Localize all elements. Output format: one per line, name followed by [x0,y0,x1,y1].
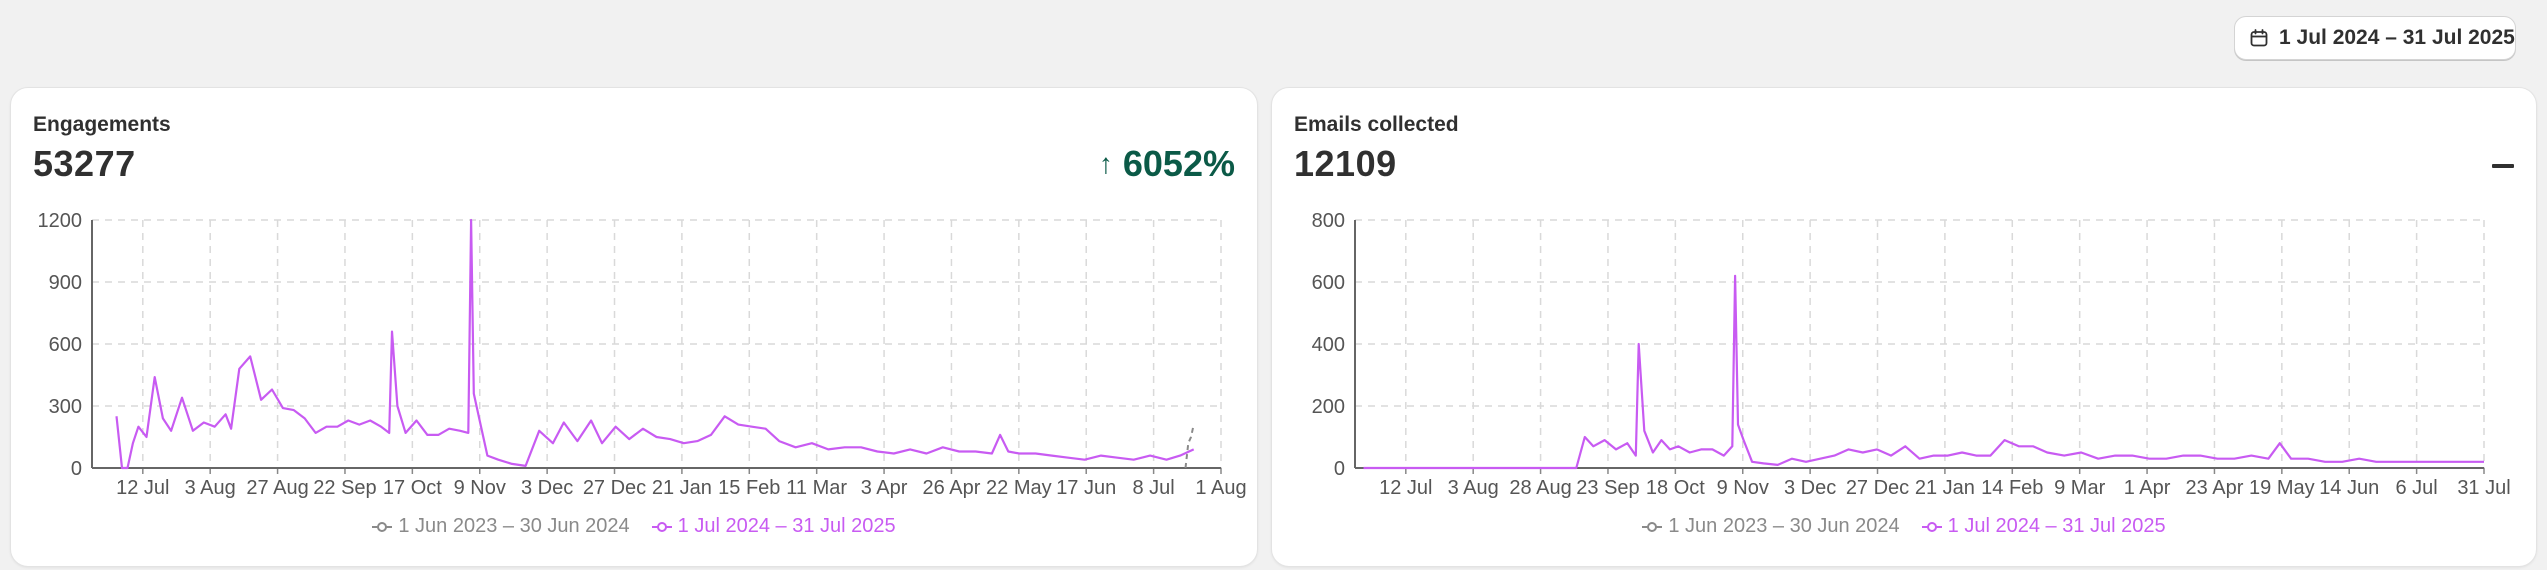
x-tick-label: 26 Apr [923,477,981,499]
calendar-icon [2250,29,2268,47]
x-tick-label: 22 Sep [313,477,376,499]
x-tick-label: 14 Feb [1981,477,2043,499]
x-tick-label: 3 Apr [861,477,908,499]
card-title: Engagements [33,113,171,136]
legend-item-current[interactable]: 1 Jul 2024 – 31 Jul 2025 [1921,515,2166,538]
x-tick-label: 12 Jul [1379,477,1432,499]
y-tick-label: 800 [1312,210,1345,232]
chart-legend: 1 Jun 2023 – 30 Jun 2024 1 Jul 2024 – 31… [1272,515,2536,538]
x-tick-label: 1 Apr [2124,477,2171,499]
y-tick-label: 600 [1312,272,1345,294]
emails-collected-card: Emails collected 12109 0 200 400 600 800 12 J… [1271,87,2537,567]
change-indicator: ↑ 6052% [1099,143,1235,185]
y-tick-label: 0 [71,458,82,480]
x-tick-label: 8 Jul [1132,477,1174,499]
x-tick-label: 6 Jul [2395,477,2437,499]
x-tick-label: 3 Dec [521,477,573,499]
y-tick-label: 300 [49,396,82,418]
x-tick-label: 23 Apr [2186,477,2244,499]
x-tick-label: 12 Jul [116,477,169,499]
legend-marker-icon [372,521,393,532]
change-value: 6052% [1122,143,1235,184]
x-tick-label: 1 Aug [1195,477,1246,499]
legend-label: 1 Jun 2023 – 30 Jun 2024 [1668,515,1900,537]
legend-marker-icon [651,521,672,532]
x-tick-label: 27 Aug [246,477,308,499]
x-tick-label: 21 Jan [652,477,712,499]
x-tick-label: 9 Mar [2054,477,2105,499]
x-tick-label: 23 Sep [1576,477,1639,499]
x-tick-label: 9 Nov [1717,477,1769,499]
x-tick-label: 21 Jan [1915,477,1975,499]
x-tick-label: 19 May [2249,477,2315,499]
legend-marker-icon [1921,521,1942,532]
legend-marker-icon [1642,521,1663,532]
legend-item-current[interactable]: 1 Jul 2024 – 31 Jul 2025 [651,515,896,538]
y-tick-label: 400 [1312,334,1345,356]
y-tick-label: 200 [1312,396,1345,418]
legend-label: 1 Jun 2023 – 30 Jun 2024 [398,515,630,537]
emails-collected-chart: 0 200 400 600 800 12 Jul 3 Aug 28 Aug 23 Sep 18 O… [1312,210,2511,499]
series-line-previous [1184,424,1195,469]
x-tick-label: 15 Feb [718,477,780,499]
x-tick-label: 17 Jun [1056,477,1116,499]
x-tick-label: 3 Aug [185,477,236,499]
y-tick-label: 900 [49,272,82,294]
series-line-current [1363,274,2484,470]
card-title: Emails collected [1294,113,1459,136]
x-tick-label: 3 Aug [1448,477,1499,499]
legend-item-previous[interactable]: 1 Jun 2023 – 30 Jun 2024 [372,515,630,538]
date-range-label: 1 Jul 2024 – 31 Jul 2025 [2279,26,2515,49]
card-value: 53277 [33,143,136,184]
date-range-button[interactable]: 1 Jul 2024 – 31 Jul 2025 [2234,16,2516,60]
series-line-current [115,218,1195,470]
x-tick-label: 11 Mar [786,477,847,499]
x-tick-label: 3 Dec [1784,477,1836,499]
x-tick-label: 27 Dec [583,477,646,499]
chart-legend: 1 Jun 2023 – 30 Jun 2024 1 Jul 2024 – 31… [11,515,1257,538]
engagements-chart: 0 300 600 900 1200 12 Jul 3 Aug 27 Aug 22 Sep 17 … [38,210,1247,499]
y-tick-label: 600 [49,334,82,356]
x-tick-label: 31 Jul [2457,477,2510,499]
x-tick-label: 28 Aug [1509,477,1571,499]
x-tick-label: 22 May [986,477,1052,499]
y-tick-label: 0 [1334,458,1345,480]
x-tick-label: 17 Oct [383,477,442,499]
no-change-indicator [2492,164,2514,168]
card-value: 12109 [1294,143,1397,184]
x-tick-label: 9 Nov [454,477,506,499]
engagements-card: Engagements 53277 ↑ 6052% 0 300 600 900 1200… [10,87,1258,567]
legend-item-previous[interactable]: 1 Jun 2023 – 30 Jun 2024 [1642,515,1900,538]
y-tick-label: 1200 [38,210,83,232]
x-tick-label: 18 Oct [1646,477,1705,499]
x-tick-label: 14 Jun [2319,477,2379,499]
legend-label: 1 Jul 2024 – 31 Jul 2025 [677,515,896,537]
x-tick-label: 27 Dec [1846,477,1909,499]
legend-label: 1 Jul 2024 – 31 Jul 2025 [1947,515,2166,537]
arrow-up-icon: ↑ [1098,148,1113,179]
